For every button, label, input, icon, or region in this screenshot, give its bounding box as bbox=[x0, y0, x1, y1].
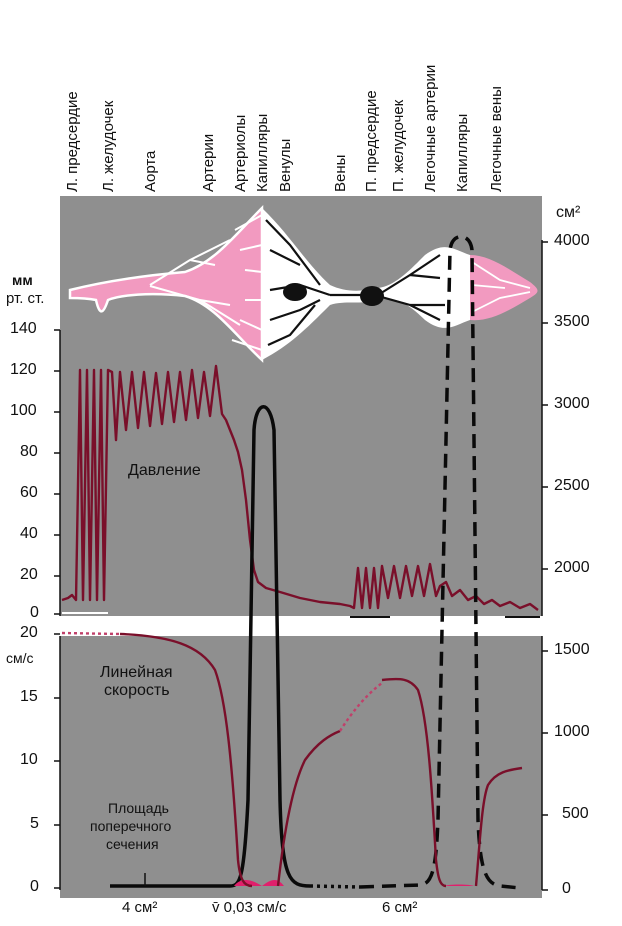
area-tick-3000: 3000 bbox=[554, 395, 590, 412]
left-ticks-top bbox=[54, 329, 60, 615]
pressure-tick-120: 120 bbox=[10, 361, 37, 378]
capillary-velocity-fill-pulmonary bbox=[444, 884, 474, 886]
area-tick-1500: 1500 bbox=[554, 641, 590, 658]
area-unit: см² bbox=[556, 204, 581, 221]
pressure-tick-20: 20 bbox=[20, 566, 38, 583]
right-ticks bbox=[542, 241, 548, 891]
velocity-curve bbox=[119, 632, 341, 888]
area-label-line2: поперечного bbox=[90, 818, 172, 834]
pressure-unit-line2: рт. ст. bbox=[6, 290, 45, 307]
area-tick-3500: 3500 bbox=[554, 313, 590, 330]
pressure-tick-40: 40 bbox=[20, 525, 38, 542]
area-tick-4000: 4000 bbox=[554, 232, 590, 249]
right-area-annotation: 6 см² bbox=[382, 899, 418, 916]
velocity-curve-pulmonary bbox=[381, 677, 523, 888]
velocity-tick-5: 5 bbox=[30, 815, 39, 832]
pressure-tick-80: 80 bbox=[20, 443, 38, 460]
area-tick-2500: 2500 bbox=[554, 477, 590, 494]
left-area-annotation: 4 см² bbox=[122, 899, 158, 916]
pressure-tick-0: 0 bbox=[30, 604, 39, 621]
left-ticks-bottom bbox=[54, 633, 60, 889]
velocity-tick-20: 20 bbox=[20, 624, 38, 641]
velocity-dotted-mid bbox=[338, 682, 383, 732]
velocity-dotted-start bbox=[61, 631, 121, 636]
velocity-unit: см/с bbox=[6, 650, 34, 666]
velocity-label-line1: Линейная bbox=[100, 664, 173, 681]
velocity-tick-0: 0 bbox=[30, 878, 39, 895]
area-tick-2000: 2000 bbox=[554, 559, 590, 576]
velocity-tick-15: 15 bbox=[20, 688, 38, 705]
pressure-tick-100: 100 bbox=[10, 402, 37, 419]
pressure-tick-140: 140 bbox=[10, 320, 37, 337]
area-label-line1: Площадь bbox=[108, 800, 169, 816]
cross-section-area-curve-pulmonary bbox=[359, 234, 521, 890]
capillary-velocity-annotation: v̄ 0,03 см/с bbox=[212, 899, 287, 916]
area-label-line3: сечения bbox=[106, 836, 159, 852]
cross-section-area-curve-venous-dotted bbox=[309, 884, 361, 889]
area-tick-0: 0 bbox=[562, 880, 571, 897]
capillary-velocity-fill-systemic bbox=[234, 880, 284, 886]
pressure-curve bbox=[61, 364, 539, 611]
pressure-label: Давление bbox=[128, 462, 201, 479]
velocity-tick-10: 10 bbox=[20, 751, 38, 768]
area-tick-1000: 1000 bbox=[554, 723, 590, 740]
pressure-unit-line1: мм bbox=[12, 272, 33, 288]
area-tick-500: 500 bbox=[562, 805, 589, 822]
velocity-label-line2: скорость bbox=[104, 682, 170, 699]
pressure-tick-60: 60 bbox=[20, 484, 38, 501]
vascular-tree-illustration bbox=[68, 204, 538, 363]
